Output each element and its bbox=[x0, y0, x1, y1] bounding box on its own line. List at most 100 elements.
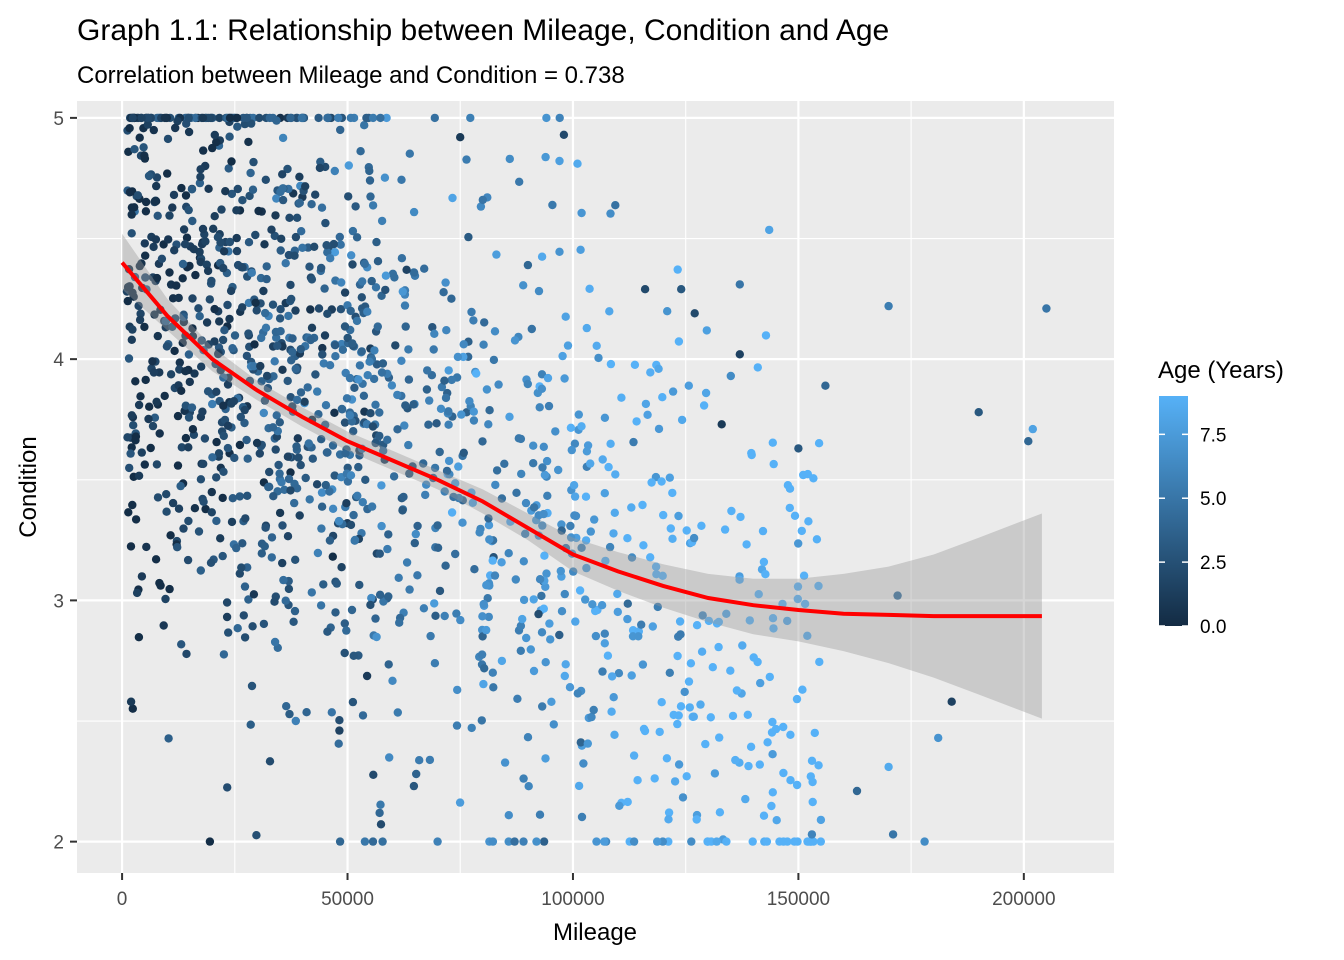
scatter-point bbox=[794, 444, 803, 453]
scatter-point bbox=[409, 268, 419, 277]
scatter-point bbox=[349, 510, 358, 520]
scatter-point bbox=[123, 433, 132, 442]
scatter-point bbox=[184, 413, 194, 422]
scatter-point bbox=[627, 671, 636, 680]
scatter-point bbox=[318, 350, 327, 359]
scatter-point bbox=[291, 364, 300, 373]
scatter-point bbox=[409, 781, 419, 791]
scatter-point bbox=[206, 558, 216, 567]
scatter-point bbox=[581, 595, 590, 604]
scatter-point bbox=[366, 600, 375, 610]
scatter-point bbox=[769, 624, 778, 633]
scatter-point bbox=[581, 492, 591, 501]
scatter-point bbox=[762, 837, 772, 846]
scatter-point bbox=[555, 630, 564, 640]
scatter-point bbox=[400, 301, 410, 310]
scatter-point bbox=[504, 549, 513, 558]
scatter-point bbox=[155, 429, 164, 438]
scatter-point bbox=[617, 393, 626, 402]
scatter-point bbox=[607, 707, 616, 716]
scatter-point bbox=[353, 491, 362, 500]
scatter-point bbox=[420, 264, 429, 273]
scatter-point bbox=[522, 633, 531, 643]
scatter-point bbox=[610, 508, 619, 517]
scatter-point bbox=[654, 364, 663, 373]
scatter-point bbox=[140, 239, 149, 248]
scatter-point bbox=[404, 375, 414, 384]
scatter-point bbox=[566, 533, 576, 542]
scatter-point bbox=[242, 113, 251, 123]
scatter-point bbox=[529, 441, 538, 450]
scatter-point bbox=[769, 459, 778, 469]
scatter-point bbox=[329, 239, 338, 249]
scatter-point bbox=[307, 275, 317, 284]
scatter-point bbox=[357, 347, 366, 356]
scatter-point bbox=[232, 206, 241, 215]
scatter-point bbox=[252, 306, 261, 315]
scatter-point bbox=[591, 631, 601, 641]
scatter-point bbox=[600, 837, 609, 846]
scatter-point bbox=[402, 558, 412, 567]
scatter-point bbox=[786, 730, 795, 739]
scatter-point bbox=[442, 326, 451, 335]
scatter-point bbox=[646, 368, 655, 377]
scatter-point bbox=[225, 113, 235, 123]
y-axis-label: Condition bbox=[15, 436, 42, 537]
scatter-point bbox=[807, 756, 817, 765]
scatter-point bbox=[513, 694, 522, 703]
scatter-point bbox=[284, 311, 293, 321]
scatter-point bbox=[240, 582, 250, 591]
scatter-point bbox=[793, 594, 802, 604]
scatter-point bbox=[785, 484, 795, 493]
scatter-point bbox=[425, 755, 435, 765]
scatter-point bbox=[478, 632, 487, 641]
scatter-point bbox=[142, 542, 151, 552]
scatter-point bbox=[563, 341, 573, 350]
scatter-point bbox=[442, 466, 452, 476]
scatter-point bbox=[184, 205, 193, 215]
scatter-point bbox=[398, 506, 407, 515]
scatter-point bbox=[598, 667, 607, 676]
scatter-point bbox=[351, 202, 360, 211]
scatter-point bbox=[685, 703, 694, 712]
scatter-point bbox=[570, 492, 580, 501]
scatter-point bbox=[340, 648, 349, 658]
scatter-point bbox=[394, 573, 403, 582]
scatter-point bbox=[322, 241, 331, 250]
scatter-point bbox=[305, 262, 314, 271]
scatter-point bbox=[728, 711, 738, 721]
scatter-point bbox=[223, 421, 233, 430]
scatter-point bbox=[338, 345, 348, 354]
scatter-point bbox=[440, 376, 449, 385]
scatter-point bbox=[247, 681, 257, 691]
scatter-point bbox=[485, 406, 494, 415]
scatter-point bbox=[576, 738, 585, 747]
scatter-point bbox=[143, 113, 153, 123]
scatter-point bbox=[560, 374, 569, 383]
scatter-point bbox=[600, 413, 610, 422]
scatter-point bbox=[223, 443, 233, 453]
scatter-point bbox=[687, 837, 696, 846]
scatter-point bbox=[606, 209, 615, 218]
scatter-point bbox=[238, 196, 247, 205]
scatter-point bbox=[314, 113, 323, 123]
scatter-point bbox=[588, 600, 597, 609]
scatter-point bbox=[295, 172, 304, 181]
scatter-point bbox=[219, 467, 228, 476]
scatter-point bbox=[1042, 304, 1051, 313]
scatter-point bbox=[431, 611, 440, 620]
scatter-point bbox=[430, 463, 440, 473]
scatter-point bbox=[271, 445, 280, 454]
scatter-point bbox=[490, 571, 500, 580]
scatter-point bbox=[238, 303, 247, 312]
scatter-point bbox=[523, 260, 533, 270]
scatter-point bbox=[141, 375, 150, 385]
scatter-point bbox=[281, 596, 290, 605]
scatter-point bbox=[745, 616, 754, 625]
scatter-point bbox=[235, 492, 244, 501]
scatter-point bbox=[884, 301, 893, 311]
scatter-point bbox=[448, 193, 457, 203]
scatter-point bbox=[260, 240, 269, 249]
scatter-point bbox=[814, 761, 823, 770]
scatter-point bbox=[288, 334, 297, 343]
